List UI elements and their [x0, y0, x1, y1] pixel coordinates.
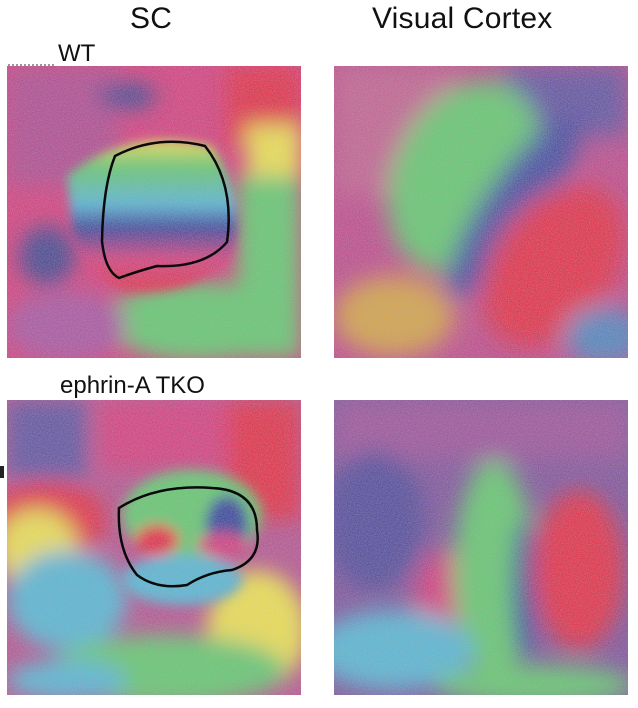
edge-tick-mark	[0, 466, 4, 478]
column-title-sc: SC	[130, 2, 172, 36]
panel-ephrin-a-tko-visual-cortex	[334, 400, 628, 695]
row-label-wt: WT	[58, 40, 95, 68]
panel-wt-sc	[7, 66, 301, 358]
panel-wt-visual-cortex	[334, 66, 628, 358]
row-label-ephrin-a-tko: ephrin-A TKO	[60, 372, 205, 400]
column-title-visual-cortex: Visual Cortex	[372, 2, 552, 36]
panel-ephrin-a-tko-sc	[7, 400, 301, 695]
